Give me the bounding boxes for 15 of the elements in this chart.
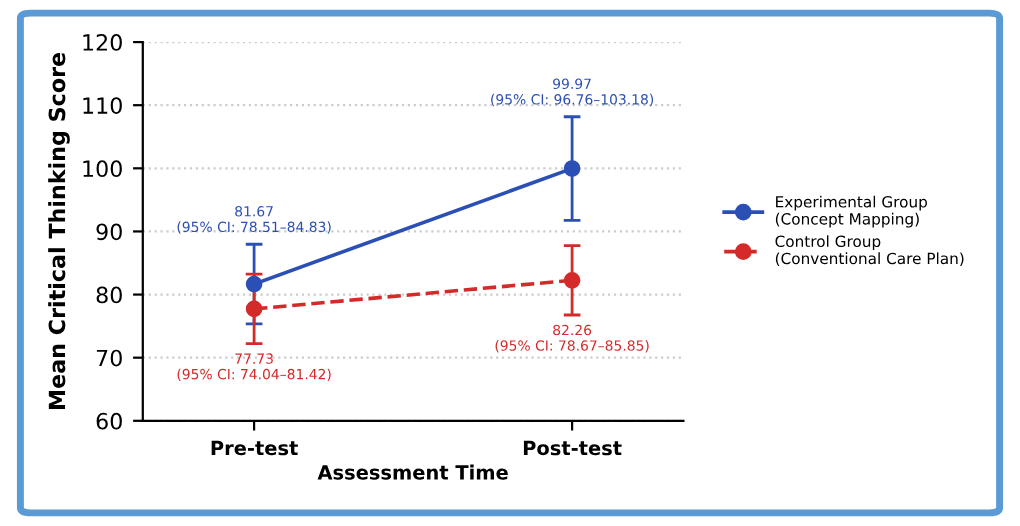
point [245,300,263,318]
y-tick-label: 100 [83,160,122,178]
y-tick-label: 90 [96,223,122,241]
point [245,275,263,293]
x-axis-title: Assessment Time [317,464,508,480]
point [563,271,581,289]
x-tick-label: Pre-test [211,440,298,456]
y-axis-title: Mean Critical Thinking Score [48,52,70,409]
y-tick-label: 110 [83,97,122,114]
x-tick-label: Post-test [523,440,622,456]
y-tick-label: 70 [96,349,122,367]
y-tick-label: 60 [96,412,122,430]
y-tick-label: 120 [83,34,122,51]
y-tick-label: 80 [96,286,122,304]
point [563,160,581,177]
